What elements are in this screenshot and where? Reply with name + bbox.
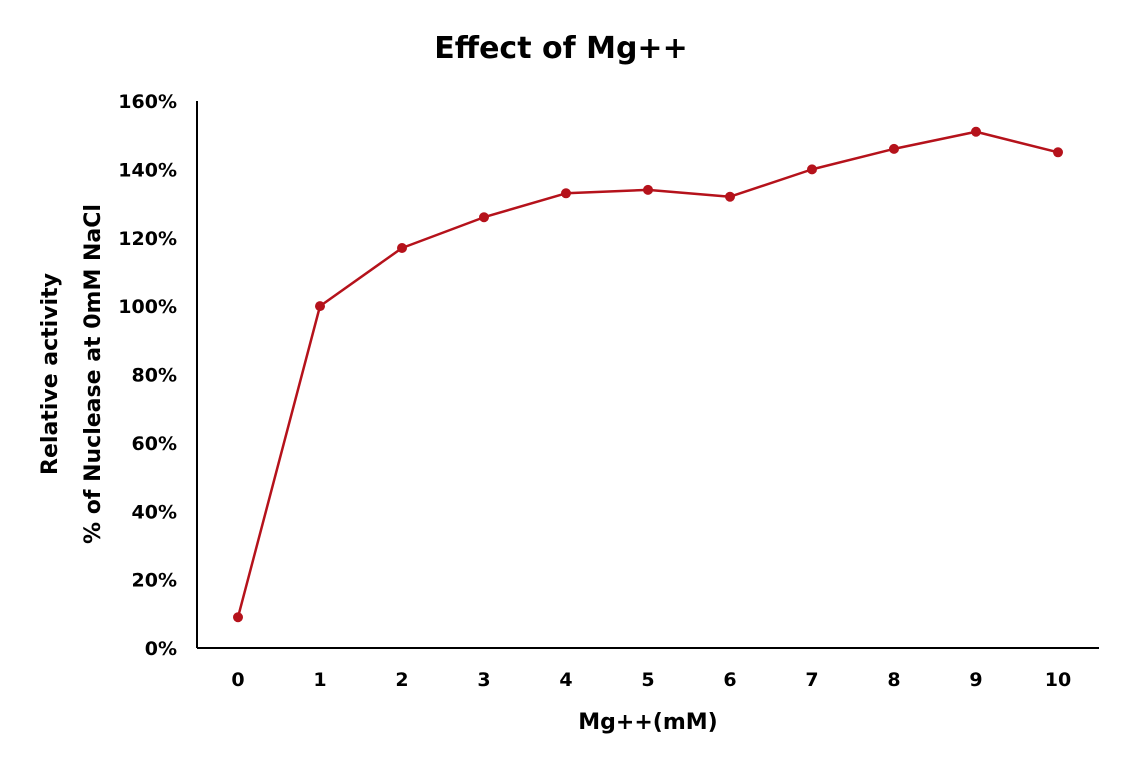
x-tick-label: 10	[1045, 669, 1071, 691]
data-point	[807, 164, 817, 175]
x-tick-label: 4	[559, 669, 572, 691]
y-tick-label: 120%	[118, 228, 177, 250]
y-axis-label-line-2: % of Nuclease at 0mM NaCl	[81, 204, 106, 544]
x-tick-label: 7	[805, 669, 818, 691]
x-axis-label: Mg++(mM)	[578, 710, 717, 735]
x-tick-label: 8	[887, 669, 900, 691]
data-point	[233, 612, 243, 623]
x-tick-label: 6	[723, 669, 736, 691]
data-point	[971, 126, 981, 137]
chart-title: Effect of Mg++	[434, 31, 687, 66]
x-tick-label: 2	[395, 669, 408, 691]
x-tick-label: 1	[313, 669, 326, 691]
y-tick-label: 20%	[132, 570, 177, 592]
x-tick-label: 0	[231, 669, 244, 691]
data-point	[479, 212, 489, 223]
axes	[196, 101, 1099, 649]
y-tick-labels: 0% 20% 40% 60% 80% 100% 120% 140% 160%	[118, 91, 177, 660]
y-axis-label: Relative activity % of Nuclease at 0mM N…	[38, 204, 106, 544]
y-tick-label: 40%	[132, 501, 177, 523]
y-tick-label: 140%	[118, 159, 177, 181]
y-tick-label: 160%	[118, 91, 177, 113]
data-point	[561, 188, 571, 199]
data-point	[643, 184, 653, 195]
data-point	[889, 143, 899, 154]
y-tick-label: 100%	[118, 296, 177, 318]
x-tick-label: 3	[477, 669, 490, 691]
data-point	[315, 301, 325, 312]
data-point	[725, 191, 735, 202]
y-tick-label: 0%	[145, 638, 177, 660]
x-tick-label: 9	[969, 669, 982, 691]
series-line	[236, 130, 1059, 618]
y-tick-label: 60%	[132, 433, 177, 455]
x-tick-labels: 0 1 2 3 4 5 6 7 8 9 10	[231, 669, 1071, 691]
y-axis-label-line-1: Relative activity	[38, 273, 63, 475]
y-tick-label: 80%	[132, 365, 177, 387]
data-point	[1053, 147, 1063, 158]
x-tick-label: 5	[641, 669, 654, 691]
data-point	[397, 243, 407, 254]
series-layer	[233, 126, 1063, 623]
